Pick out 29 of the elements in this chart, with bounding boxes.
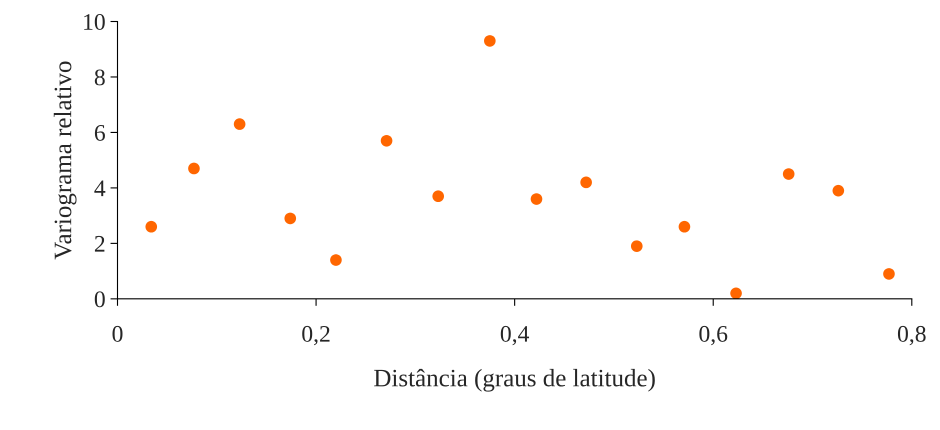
x-tick-label: 0,8 [898,326,926,346]
y-tick-label: 2 [94,236,104,252]
x-tick-label: 0,2 [302,326,330,346]
y-tick-label: 8 [94,69,105,86]
point [484,35,496,47]
point [630,240,643,252]
point [832,184,844,196]
point [782,168,794,180]
x-axis-title: Distância (graus de latitude) [374,368,655,392]
point [883,268,895,280]
x-tick-label: 0 [112,326,123,342]
point [432,190,444,202]
point [188,162,200,174]
x-tick-label: 0,6 [699,326,728,346]
point [380,134,392,147]
point [730,287,742,299]
point [530,193,542,205]
x-tick-label: 0,4 [500,326,530,346]
point [284,212,296,224]
y-tick-label: 10 [84,14,105,30]
point [234,118,246,130]
y-tick-label: 4 [94,180,106,196]
y-axis-title: Variograma relativo [54,62,77,260]
y-tick-label: 0 [94,291,105,308]
point [678,220,690,233]
point [580,176,592,188]
point [145,220,158,233]
point [330,254,342,266]
y-tick-label: 6 [94,124,105,141]
